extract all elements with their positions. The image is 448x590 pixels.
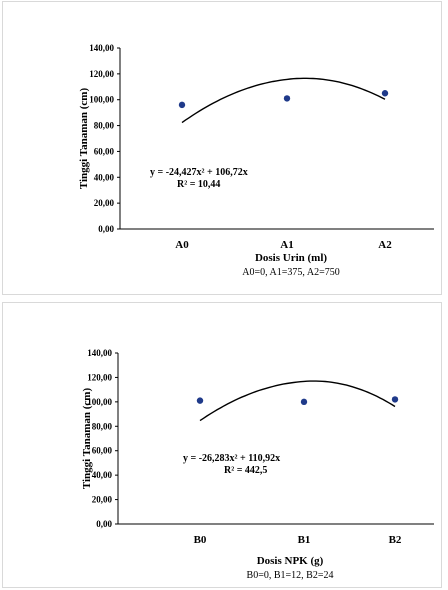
y-tick-label: 120,00 — [87, 372, 112, 382]
trendline-r2: R² = 10,44 — [177, 179, 220, 190]
trendline-curve — [181, 77, 386, 124]
y-tick-label: 80,00 — [94, 121, 115, 131]
y-tick-label: 140,00 — [87, 348, 112, 358]
y-tick-label: 100,00 — [87, 397, 112, 407]
x-tick-label: A2 — [378, 239, 392, 251]
chart-svg-top: 0,00 20,00 40,00 60,00 80,00 100,00 120,00 140,… — [78, 43, 434, 278]
x-axis-title: Dosis Urin (ml) — [255, 252, 327, 264]
y-tick-label: 20,00 — [92, 495, 113, 505]
data-point — [196, 397, 204, 404]
chart-svg-bottom: 0,00 20,00 40,00 60,00 80,00 100,00 120,00 140,… — [81, 348, 434, 581]
y-tick-label: 40,00 — [94, 172, 115, 182]
y-tick-label: 100,00 — [89, 95, 114, 105]
trendline-r2: R² = 442,5 — [224, 465, 267, 476]
chart-frame — [2, 302, 442, 588]
x-tick-label: A1 — [280, 239, 293, 251]
y-axis-title: Tinggi Tanaman (cm) — [81, 388, 93, 490]
x-tick-label: B1 — [298, 534, 311, 546]
data-point — [391, 396, 399, 403]
y-tick-label: 60,00 — [94, 146, 115, 156]
chart-panel-top: 0,00 20,00 40,00 60,00 80,00 100,00 120,00 140,… — [2, 1, 442, 295]
y-tick-label: 60,00 — [92, 446, 113, 456]
x-tick-label: B0 — [194, 534, 207, 546]
trendline-equation: y = -26,283x² + 110,92x — [183, 453, 280, 464]
y-tick-label: 0,00 — [96, 519, 112, 529]
chart-panel-bottom: 0,00 20,00 40,00 60,00 80,00 100,00 120,00 140,… — [2, 302, 442, 588]
y-tick-label: 0,00 — [98, 224, 114, 234]
data-point — [381, 90, 389, 97]
y-tick-label: 40,00 — [92, 470, 113, 480]
x-tick-label: A0 — [175, 239, 189, 251]
trendline-curve — [199, 380, 396, 422]
data-point — [300, 398, 308, 406]
data-point — [178, 101, 186, 109]
y-tick-label: 120,00 — [89, 69, 114, 79]
x-tick-label: B2 — [389, 534, 402, 546]
dose-note: B0=0, B1=12, B2=24 — [247, 570, 334, 581]
y-tick-label: 80,00 — [92, 421, 113, 431]
data-point — [283, 95, 291, 102]
y-tick-label: 20,00 — [94, 198, 115, 208]
chart-frame — [2, 1, 442, 295]
trendline-equation: y = -24,427x² + 106,72x — [150, 167, 248, 178]
x-axis-title: Dosis NPK (g) — [257, 555, 324, 567]
y-axis-title: Tinggi Tanaman (cm) — [78, 88, 90, 190]
dose-note: A0=0, A1=375, A2=750 — [242, 267, 339, 278]
y-tick-label: 140,00 — [89, 43, 114, 53]
